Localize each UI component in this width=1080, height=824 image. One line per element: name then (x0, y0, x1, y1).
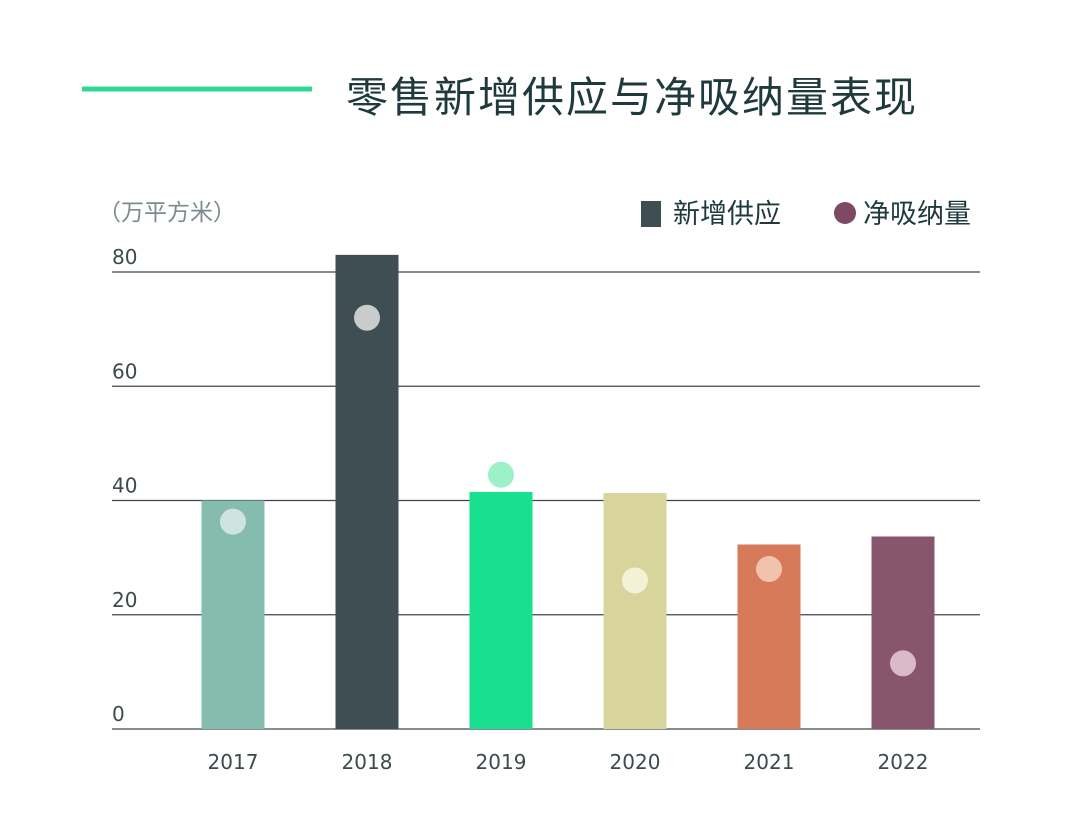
x-axis: 2017 2018 2019 2020 2021 2022 (208, 750, 929, 774)
unit-label: （万平方米） (98, 200, 236, 226)
legend-absorption-label: 净吸纳量 (863, 199, 971, 230)
dots (220, 304, 916, 677)
legend-absorption-swatch (834, 202, 856, 224)
x-tick-label: 2018 (342, 750, 393, 774)
bar-2020 (603, 493, 667, 729)
y-tick-label: 20 (112, 588, 137, 612)
x-tick-label: 2022 (878, 750, 929, 774)
dot-2021 (756, 556, 782, 583)
grid: 0 20 40 60 80 (112, 245, 980, 730)
legend-supply-swatch (641, 201, 661, 227)
bar-2017 (201, 500, 265, 729)
dot-2018 (354, 304, 380, 331)
chart-title: 零售新增供应与净吸纳量表现 (346, 73, 918, 122)
bar-2022 (871, 536, 935, 729)
x-tick-label: 2019 (476, 750, 527, 774)
bar-2018 (335, 254, 399, 730)
legend-supply-label: 新增供应 (673, 199, 781, 230)
y-tick-label: 0 (112, 702, 125, 726)
dot-2020 (622, 567, 648, 594)
bars (201, 254, 935, 730)
dot-2022 (890, 650, 916, 677)
y-tick-label: 60 (112, 359, 137, 383)
dot-2017 (220, 508, 246, 535)
x-tick-label: 2017 (208, 750, 259, 774)
x-tick-label: 2021 (744, 750, 795, 774)
x-tick-label: 2020 (610, 750, 661, 774)
legend: 新增供应 净吸纳量 (641, 199, 971, 230)
dot-2019 (488, 461, 514, 488)
bar-2019 (469, 491, 533, 729)
y-tick-label: 40 (112, 474, 137, 498)
y-tick-label: 80 (112, 245, 137, 269)
